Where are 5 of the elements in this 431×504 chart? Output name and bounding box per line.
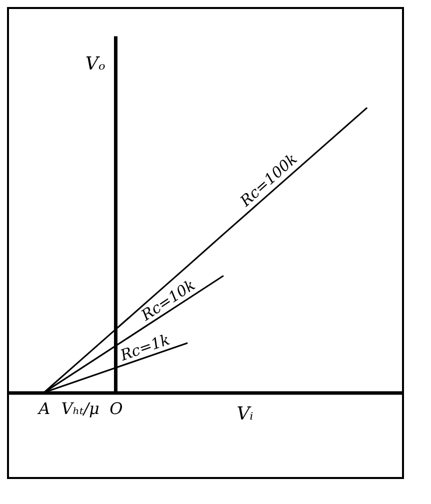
x-tick-label: O bbox=[110, 399, 123, 418]
x-tick-label: Vₕₜ/μ bbox=[61, 399, 100, 418]
y-axis-title: Vₒ bbox=[85, 53, 106, 74]
x-tick-label: A bbox=[36, 399, 50, 418]
x-axis-title: Vᵢ bbox=[236, 404, 254, 425]
